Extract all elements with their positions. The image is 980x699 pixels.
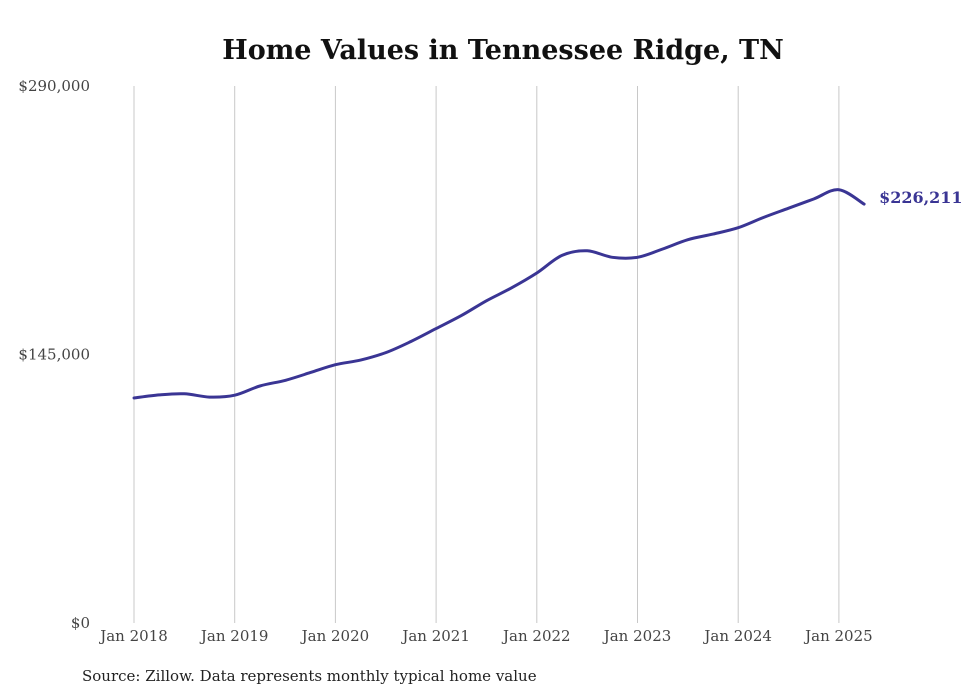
x-tick-label: Jan 2022 (501, 627, 571, 645)
x-tick-label: Jan 2018 (98, 627, 168, 645)
x-tick-label: Jan 2025 (803, 627, 873, 645)
series-line (132, 188, 866, 400)
x-tick-label: Jan 2023 (602, 627, 672, 645)
x-axis-ticks: Jan 2018 Jan 2019 Jan 2020 Jan 2021 Jan 2022… (98, 627, 872, 645)
x-tick-label: Jan 2024 (702, 627, 772, 645)
end-value-label: $226,211 (879, 188, 963, 207)
source-note: Source: Zillow. Data represents monthly … (82, 667, 537, 685)
chart-title: Home Values in Tennessee Ridge, TN (222, 35, 784, 66)
x-tick-label: Jan 2020 (300, 627, 370, 645)
y-tick-label: $290,000 (18, 77, 90, 95)
y-axis-ticks: $0 $145,000 $290,000 (18, 77, 90, 632)
x-tick-label: Jan 2021 (400, 627, 470, 645)
x-tick-label: Jan 2019 (199, 627, 269, 645)
series-group: $226,211 (132, 188, 963, 400)
gridlines (133, 86, 840, 623)
y-tick-label: $0 (71, 614, 90, 632)
y-tick-label: $145,000 (18, 346, 90, 364)
